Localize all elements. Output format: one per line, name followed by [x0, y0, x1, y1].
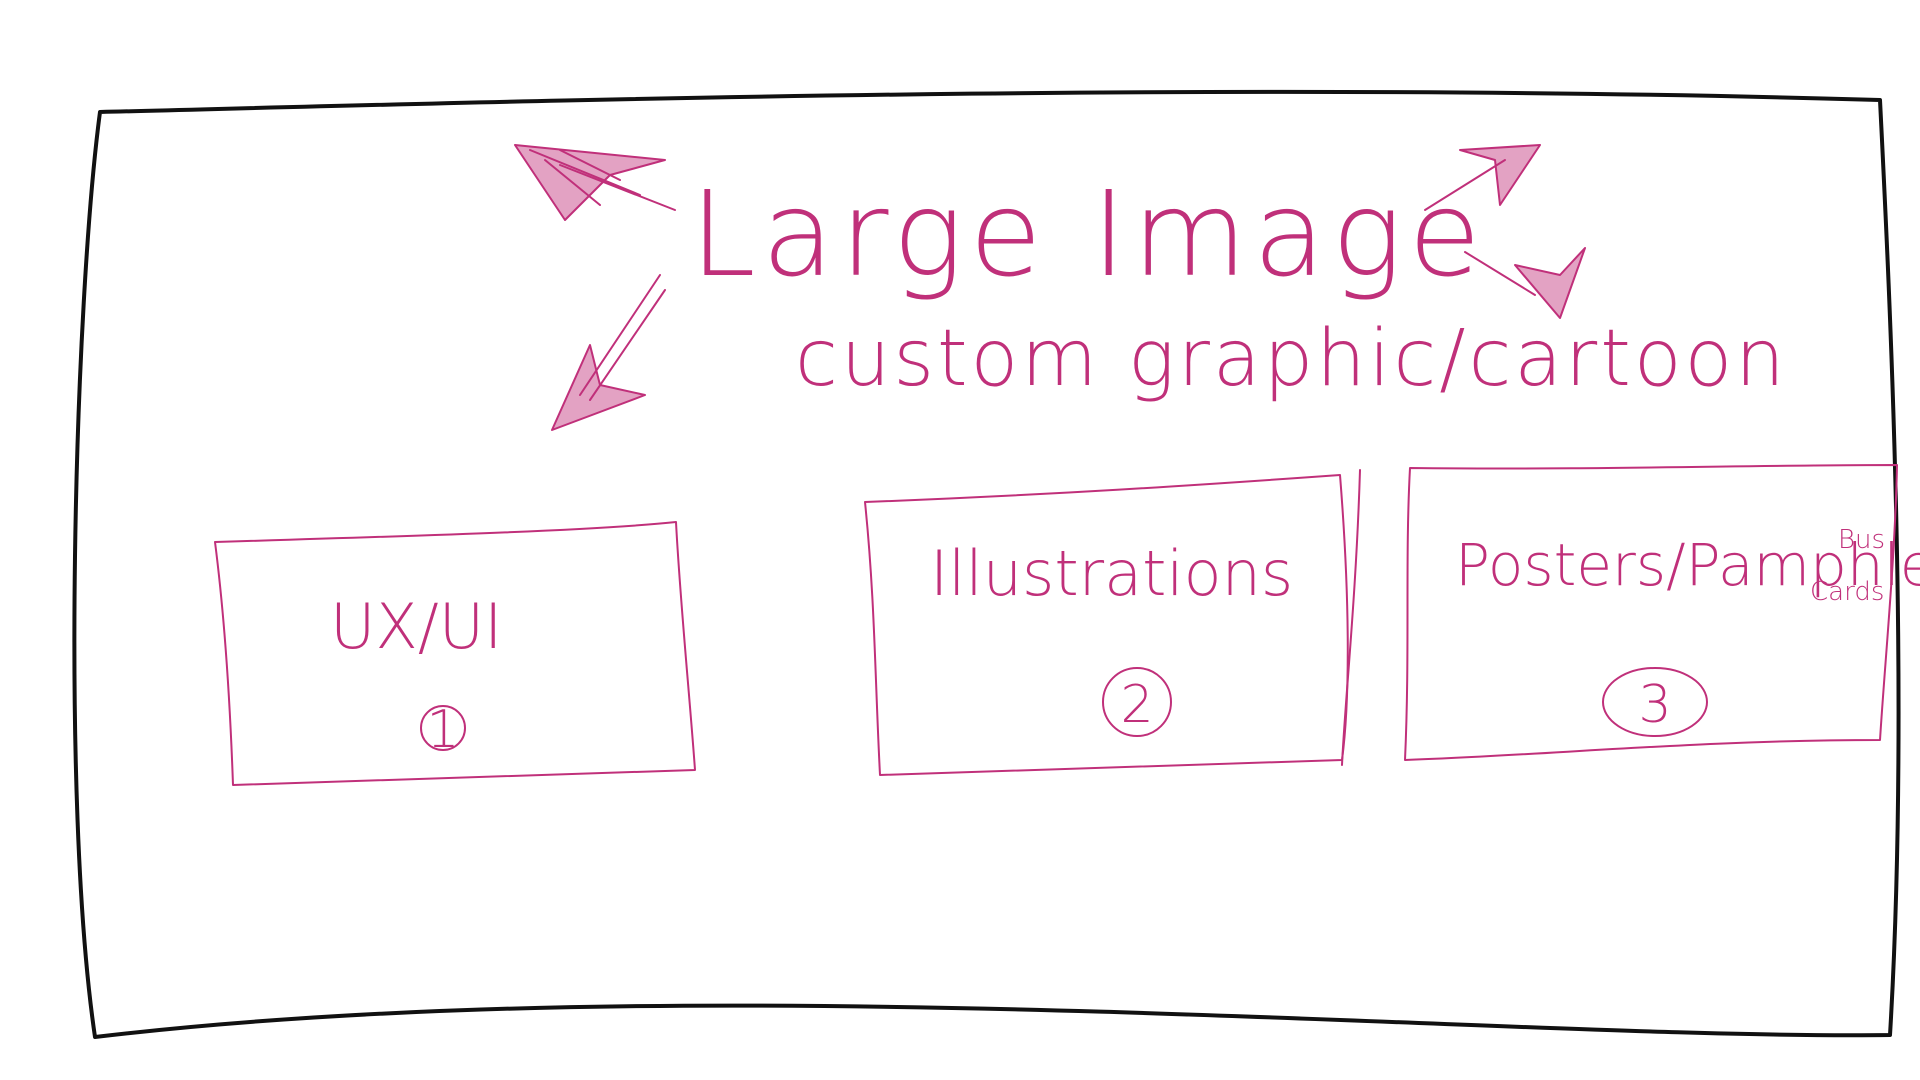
card-label: Illustrations [930, 537, 1293, 610]
card-note-line1: Bus [1838, 525, 1885, 555]
page-frame [72, 89, 1901, 1039]
card-number-badge [420, 705, 466, 751]
card-note-line2: Cards [1810, 577, 1884, 607]
arrow-down-left-icon [551, 274, 666, 431]
card-label: Posters/Pamphlets/ [1455, 531, 1920, 599]
card-number: 3 [1638, 675, 1671, 735]
card-number: 2 [1120, 675, 1153, 735]
arrow-down-right-icon [1464, 247, 1586, 319]
arrow-up-right-icon [1424, 144, 1541, 211]
card-ux-ui[interactable]: UX/UI 1 [214, 521, 696, 786]
card-number: 1 [426, 700, 459, 760]
hero-title: Large Image [690, 165, 1487, 303]
card-number-badge [1102, 667, 1172, 737]
hero-subtitle: custom graphic/cartoon [795, 314, 1788, 404]
arrow-up-left-icon [514, 144, 676, 221]
card-number-badge [1602, 667, 1708, 737]
card-illustrations[interactable]: Illustrations 2 [864, 469, 1361, 776]
card-label: UX/UI [330, 590, 502, 663]
card-posters[interactable]: Posters/Pamphlets/ Bus Cards 3 [1404, 464, 1920, 761]
hero-area: Large Image custom graphic/cartoon [690, 165, 1788, 404]
